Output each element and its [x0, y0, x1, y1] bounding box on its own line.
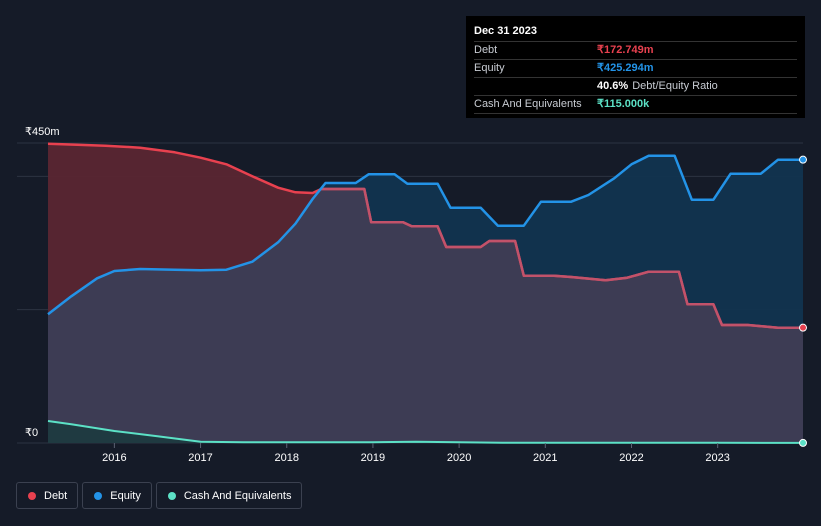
- x-tick-label-2022: 2022: [619, 452, 643, 464]
- cash-area: [48, 421, 803, 443]
- tooltip-cash-label: Cash And Equivalents: [474, 98, 582, 110]
- series-end-markers: [799, 155, 807, 447]
- legend-dot-cash-icon: [167, 491, 176, 500]
- series-lines: [47, 142, 804, 444]
- debt-end-marker: [799, 323, 807, 332]
- x-tick-label-2019: 2019: [361, 452, 385, 464]
- data-tooltip: Dec 31 2023 Debt ₹172.749m Equity ₹425.2…: [466, 16, 805, 118]
- x-tick-label-2021: 2021: [533, 452, 557, 464]
- x-tick-label-2016: 2016: [102, 452, 126, 464]
- x-tick-label-2020: 2020: [447, 452, 471, 464]
- tooltip-row-equity: Equity ₹425.294m: [474, 60, 797, 78]
- legend-dot-equity-icon: [94, 491, 103, 500]
- y-axis-top-label: ₹450m: [25, 126, 60, 138]
- tooltip-equity-label: Equity: [474, 62, 505, 74]
- legend-item-debt[interactable]: Debt: [16, 482, 79, 509]
- legend-label-cash: Cash And Equivalents: [183, 489, 292, 502]
- y-axis-bottom-label: ₹0: [25, 427, 38, 439]
- tooltip-date: Dec 31 2023: [474, 23, 797, 42]
- x-axis: 2016 2017 2018 2019 2020 2021 2022 2023: [102, 443, 730, 464]
- legend-item-equity[interactable]: Equity: [82, 482, 152, 509]
- cash-line: [47, 420, 804, 444]
- legend-label-debt: Debt: [44, 489, 68, 502]
- tooltip-debt-label: Debt: [474, 44, 498, 56]
- x-tick-label-2023: 2023: [705, 452, 729, 464]
- x-tick-label-2018: 2018: [274, 452, 298, 464]
- x-tick-label-2017: 2017: [188, 452, 212, 464]
- legend-dot-debt-icon: [28, 491, 36, 500]
- equity-line: [47, 154, 803, 316]
- equity-end-marker: [799, 155, 807, 164]
- chart-legend: Debt Equity Cash And Equivalents: [16, 482, 303, 509]
- tooltip-ratio-label: Debt/Equity Ratio: [632, 80, 718, 92]
- tooltip-ratio-value: 40.6%: [597, 80, 629, 92]
- tooltip-row-ratio: 40.6% Debt/Equity Ratio: [474, 78, 797, 96]
- tooltip-cash-value: ₹115.000k: [597, 98, 650, 110]
- cash-end-marker: [799, 438, 807, 447]
- tooltip-debt-value: ₹172.749m: [597, 44, 654, 56]
- tooltip-equity-value: ₹425.294m: [597, 62, 654, 74]
- tooltip-row-cash: Cash And Equivalents ₹115.000k: [474, 96, 797, 114]
- series-areas: [48, 143, 803, 443]
- legend-label-equity: Equity: [110, 489, 141, 502]
- tooltip-row-debt: Debt ₹172.749m: [474, 42, 797, 60]
- legend-item-cash[interactable]: Cash And Equivalents: [155, 482, 303, 509]
